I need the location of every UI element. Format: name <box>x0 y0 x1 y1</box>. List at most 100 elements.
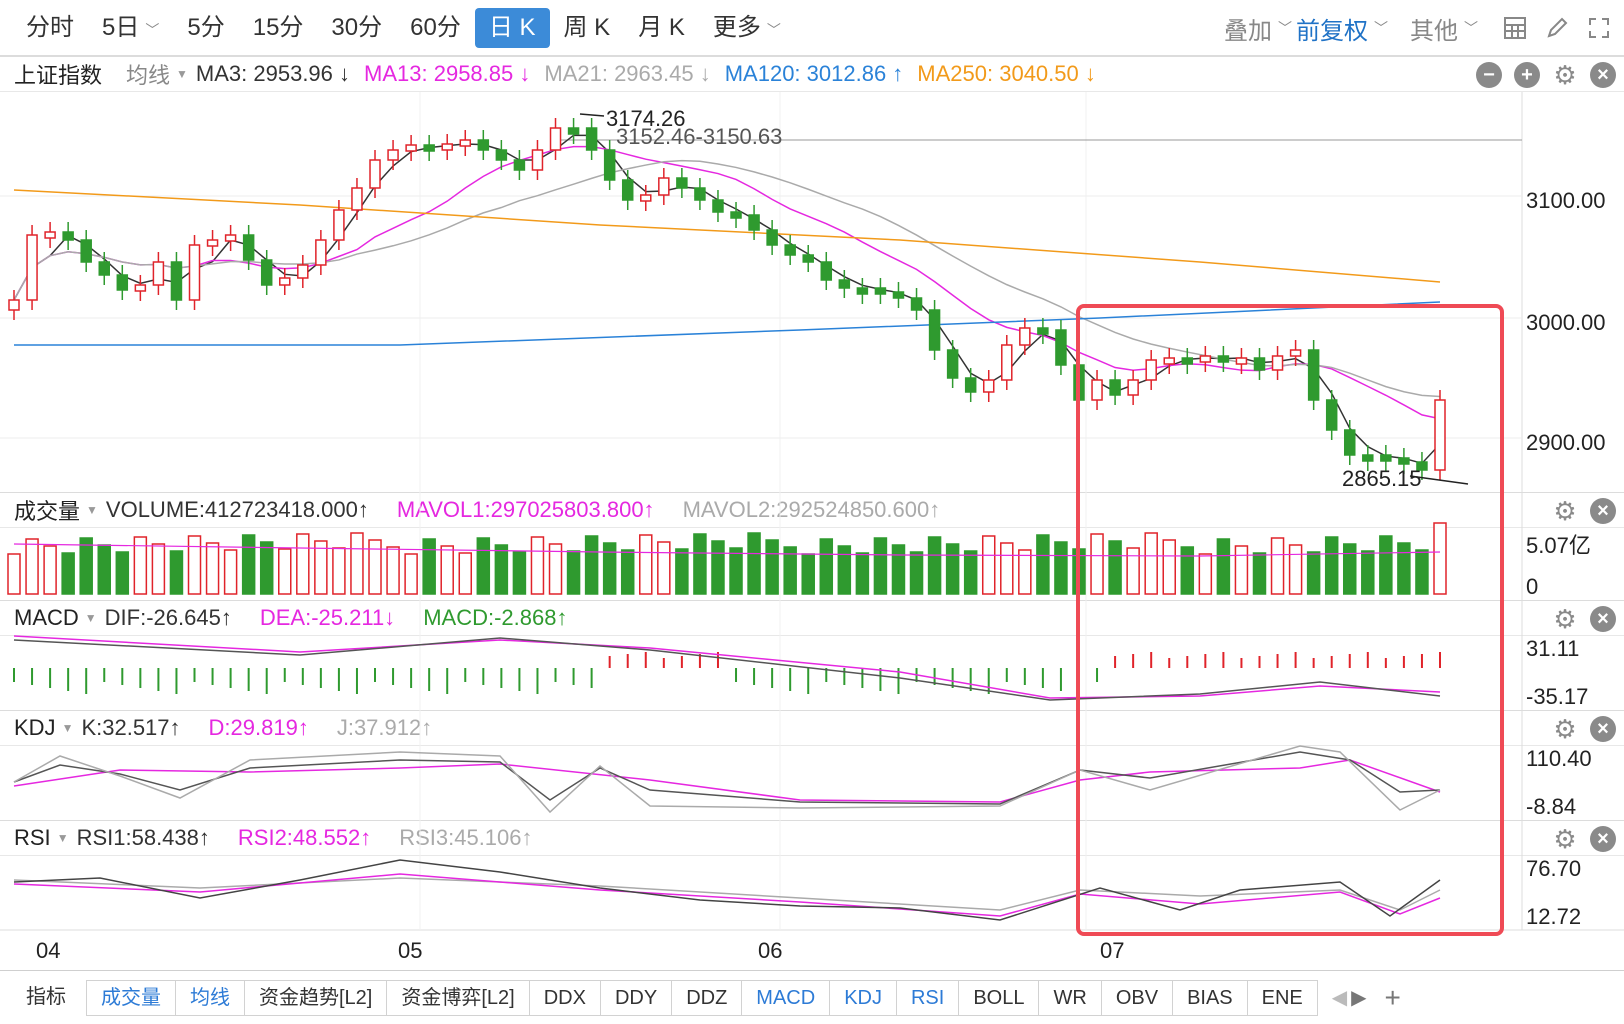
ma-selector[interactable]: 均线 <box>126 63 171 88</box>
candle-body <box>170 261 183 301</box>
x-month-label: 07 <box>1100 938 1125 963</box>
period-tab-60min[interactable]: 60分 <box>410 13 461 41</box>
close-icon[interactable]: × <box>1590 716 1616 742</box>
volume-bar <box>314 540 328 595</box>
candle-body <box>549 127 562 151</box>
candle-body <box>856 287 869 295</box>
candle-body <box>928 309 941 351</box>
volume-bar <box>1090 533 1104 595</box>
overlay-button[interactable]: 叠加 <box>1224 17 1272 45</box>
tab-ene[interactable]: ENE <box>1247 979 1318 1016</box>
tab-volume[interactable]: 成交量 <box>86 979 176 1016</box>
candle-body <box>62 231 74 241</box>
mavol1-line <box>13 543 1441 557</box>
other-button[interactable]: 其他 <box>1410 17 1458 45</box>
tab-fund-trend[interactable]: 资金趋势[L2] <box>245 979 388 1016</box>
volume-bar <box>747 532 761 595</box>
chevron-down-icon[interactable]: ▼ <box>84 611 97 625</box>
candle-body <box>242 234 255 261</box>
annotation-arrow <box>579 113 605 117</box>
scroll-left-icon[interactable]: ◀ <box>1331 987 1348 1009</box>
tab-fund-game[interactable]: 资金博弈[L2] <box>387 979 530 1016</box>
candle-body <box>1001 344 1013 381</box>
zoom-out-icon[interactable]: − <box>1476 62 1502 88</box>
gear-icon[interactable]: ⚙ <box>1553 604 1577 634</box>
volume-bar <box>476 537 491 595</box>
gear-icon[interactable]: ⚙ <box>1553 824 1577 854</box>
candle-body <box>1217 355 1230 363</box>
chevron-down-icon: ﹀ <box>1464 20 1478 36</box>
period-tab-intraday[interactable]: 分时 <box>26 13 74 41</box>
indicator-name[interactable]: RSI <box>14 825 51 850</box>
candle-body <box>1037 327 1049 335</box>
adjust-mode-button[interactable]: 前复权 <box>1296 17 1368 45</box>
close-icon[interactable]: × <box>1590 498 1616 524</box>
add-indicator-icon[interactable]: + <box>1384 981 1401 1013</box>
candle-body <box>1091 379 1103 401</box>
gear-icon[interactable]: ⚙ <box>1553 60 1577 90</box>
scroll-right-icon[interactable]: ▶ <box>1351 987 1367 1009</box>
candle-body <box>910 297 923 311</box>
candle-body <box>1434 399 1446 471</box>
close-icon[interactable]: × <box>1590 826 1616 852</box>
period-tab-5day[interactable]: 5日 ﹀ <box>102 13 160 41</box>
tab-kdj[interactable]: KDJ <box>830 979 897 1016</box>
macd-panel-header: MACD ▼ DIF:-26.645↑ DEA:-25.211↓ MACD:-2… <box>0 600 1624 636</box>
candle-body <box>188 244 201 301</box>
volume-bar <box>61 552 75 595</box>
period-tab-15min[interactable]: 15分 <box>252 13 304 41</box>
tab-ddz[interactable]: DDZ <box>672 979 743 1016</box>
indicator-name[interactable]: KDJ <box>14 715 56 740</box>
pen-icon[interactable] <box>1542 13 1572 43</box>
chevron-down-icon[interactable]: ▼ <box>56 831 69 845</box>
chevron-down-icon[interactable]: ▼ <box>61 721 74 735</box>
close-icon[interactable]: × <box>1590 62 1616 88</box>
candle-body <box>405 144 417 152</box>
candle-body <box>730 211 742 219</box>
tab-macd[interactable]: MACD <box>742 979 831 1016</box>
tab-ddy[interactable]: DDY <box>600 979 673 1016</box>
grid-icon[interactable] <box>1500 13 1530 43</box>
tab-rsi[interactable]: RSI <box>896 979 960 1016</box>
tab-boll[interactable]: BOLL <box>959 979 1040 1016</box>
candle-body <box>621 179 634 201</box>
close-icon[interactable]: × <box>1590 606 1616 632</box>
y-tick-label: 110.40 <box>1526 746 1592 771</box>
candle-body <box>946 349 959 379</box>
tab-wr[interactable]: WR <box>1039 979 1102 1016</box>
volume-bar <box>79 537 93 595</box>
period-tab-daily[interactable]: 日 K <box>474 7 550 48</box>
tab-obv[interactable]: OBV <box>1101 979 1174 1016</box>
candle-body <box>459 139 472 147</box>
gear-icon[interactable]: ⚙ <box>1553 714 1577 744</box>
y-tick-label: 3100.00 <box>1526 188 1606 213</box>
volume-bar <box>25 538 39 595</box>
candle-body <box>1055 329 1067 366</box>
y-tick-label: 2900.00 <box>1526 430 1606 455</box>
volume-bar <box>1162 539 1176 595</box>
zoom-in-icon[interactable]: + <box>1514 62 1540 88</box>
high-price-annotation: 3174.26 <box>606 106 686 131</box>
ma13-value: MA13: 2958.85 ↓ <box>364 61 531 86</box>
candle-body <box>297 264 309 279</box>
period-tab-30min[interactable]: 30分 <box>331 13 383 41</box>
tab-indicators[interactable]: 指标 <box>26 985 66 1008</box>
tab-ma[interactable]: 均线 <box>176 979 245 1016</box>
fullscreen-icon[interactable] <box>1584 13 1614 43</box>
indicator-name[interactable]: MACD <box>14 605 79 630</box>
candle-body <box>1307 349 1320 401</box>
period-tab-weekly[interactable]: 周 K <box>563 13 611 41</box>
period-tab-monthly[interactable]: 月 K <box>638 13 685 41</box>
indicator-name[interactable]: 成交量 <box>14 499 81 524</box>
tab-ddx[interactable]: DDX <box>529 979 601 1016</box>
ma13-line <box>13 145 1441 420</box>
volume-bar <box>1108 540 1122 595</box>
chevron-down-icon[interactable]: ▼ <box>86 503 98 517</box>
gear-icon[interactable]: ⚙ <box>1553 496 1577 526</box>
candle-body <box>44 231 56 239</box>
volume-bar <box>1324 536 1339 595</box>
tab-bias[interactable]: BIAS <box>1173 979 1248 1016</box>
candle-body <box>1271 355 1284 371</box>
period-tab-more[interactable]: 更多 ﹀ <box>712 13 781 41</box>
period-tab-5min[interactable]: 5分 <box>187 13 225 41</box>
